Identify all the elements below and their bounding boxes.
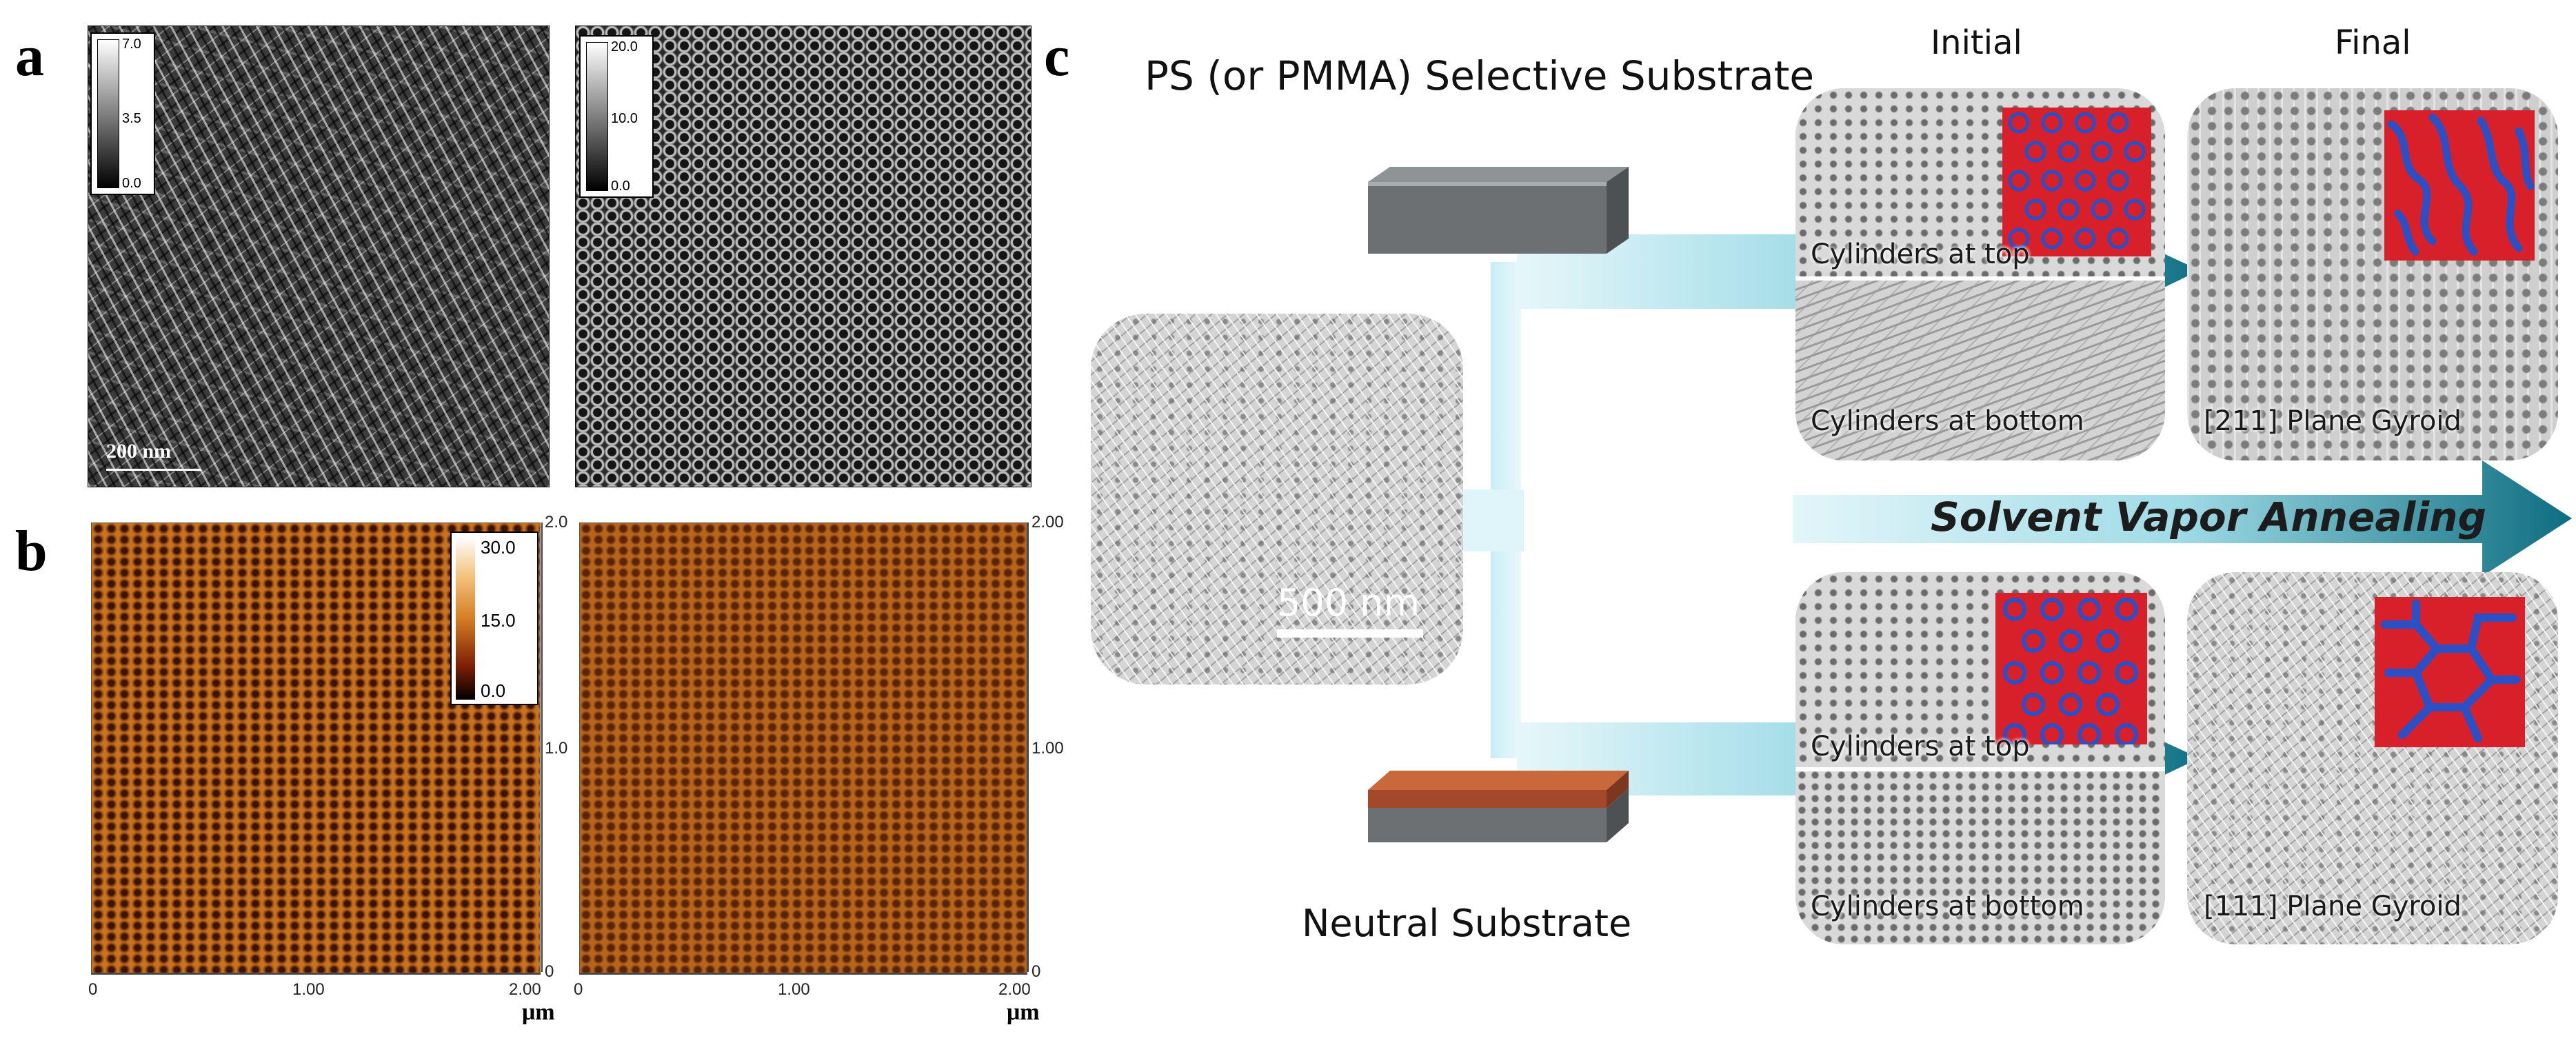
tile-top-initial: Cylinders at top Cylinders at bottom xyxy=(1795,88,2165,460)
axis-tick: 0 xyxy=(88,980,98,999)
tile-top-final: [211] Plane Gyroid xyxy=(2187,88,2558,460)
axis-tick: 1.00 xyxy=(778,980,810,999)
tile-label: [211] Plane Gyroid xyxy=(2204,405,2462,437)
simulation-inset-gyroid-211 xyxy=(2384,110,2535,261)
neutral-substrate-label: Neutral Substrate xyxy=(1302,902,1632,945)
simulation-inset-hex xyxy=(2002,108,2151,256)
colorbar: 20.0 10.0 0.0 xyxy=(579,35,654,198)
tile-label: [111] Plane Gyroid xyxy=(2204,891,2462,922)
panel-label-b: b xyxy=(15,519,48,583)
tile-bottom-initial: Cylinders at top Cylinders at bottom xyxy=(1795,572,2165,944)
axis-tick: 2.00 xyxy=(509,980,541,999)
colorbar-tick: 20.0 xyxy=(611,39,638,54)
axis-unit: μm xyxy=(1007,1000,1040,1025)
afm-image-ordered xyxy=(579,522,1027,973)
process-label: Solvent Vapor Annealing xyxy=(1931,494,2487,540)
selective-substrate-label: PS (or PMMA) Selective Substrate xyxy=(1145,52,1815,99)
bottom-axis xyxy=(579,973,1027,975)
tile-bottom-final: [111] Plane Gyroid xyxy=(2187,572,2558,944)
axis-tick: 0 xyxy=(1032,962,1041,981)
right-axis xyxy=(1027,522,1029,972)
column-initial-header: Initial xyxy=(1931,23,2022,62)
colorbar-tick: 0.0 xyxy=(481,680,506,701)
simulation-inset-hex xyxy=(1995,593,2147,744)
tile-divider xyxy=(1795,767,2165,771)
axis-tick: 2.00 xyxy=(998,980,1031,999)
right-axis xyxy=(541,522,543,972)
panel-label-c: c xyxy=(1044,24,1070,88)
colorbar: 7.0 3.5 0.0 xyxy=(90,32,155,195)
tile-label: Cylinders at top xyxy=(1811,731,2030,762)
panel-label-a: a xyxy=(15,24,44,88)
sem-cylinders-bottom xyxy=(1795,278,2165,460)
colorbar-tick: 30.0 xyxy=(481,537,516,558)
scale-bar xyxy=(1277,629,1423,638)
bottom-axis xyxy=(91,973,541,975)
colorbar-tick: 15.0 xyxy=(481,610,516,631)
tile-label: Cylinders at bottom xyxy=(1811,405,2084,437)
tile-label: Cylinders at bottom xyxy=(1811,891,2084,922)
colorbar-tick: 3.5 xyxy=(122,111,141,126)
afm-image-disordered: 30.0 15.0 0.0 xyxy=(91,522,541,973)
colorbar-tick: 0.0 xyxy=(122,176,141,191)
colorbar: 30.0 15.0 0.0 xyxy=(450,531,539,705)
axis-tick: 0 xyxy=(545,962,554,981)
axis-tick: 1.0 xyxy=(545,739,568,758)
colorbar-tick: 10.0 xyxy=(611,111,638,126)
connector-horizontal xyxy=(1462,489,1524,551)
arrow-sva xyxy=(1793,460,2572,576)
axis-tick: 1.00 xyxy=(292,980,325,999)
sem-image-initial-film: 500 nm xyxy=(1091,314,1463,684)
axis-tick: 0 xyxy=(574,980,583,999)
axis-tick: 2.00 xyxy=(1032,513,1064,531)
colorbar-tick: 0.0 xyxy=(611,179,630,194)
sem-image-disordered: 7.0 3.5 0.0 200 nm xyxy=(88,26,550,487)
selective-substrate-block xyxy=(1368,167,1629,254)
simulation-inset-gyroid-111 xyxy=(2375,597,2525,747)
column-final-header: Final xyxy=(2335,23,2411,62)
axis-unit: μm xyxy=(522,1000,555,1025)
tile-label: Cylinders at top xyxy=(1811,239,2030,270)
neutral-substrate-block xyxy=(1368,771,1629,842)
axis-tick: 1.00 xyxy=(1032,739,1064,758)
axis-tick: 2.0 xyxy=(545,513,568,531)
tile-divider xyxy=(1795,276,2165,281)
colorbar-tick: 7.0 xyxy=(122,37,141,52)
sem-cylinders-bottom xyxy=(1795,769,2165,944)
sem-image-ordered: 20.0 10.0 0.0 xyxy=(575,26,1032,487)
scale-bar xyxy=(106,469,201,471)
scale-bar-label: 500 nm xyxy=(1277,581,1420,625)
scale-bar-label: 200 nm xyxy=(106,440,172,463)
